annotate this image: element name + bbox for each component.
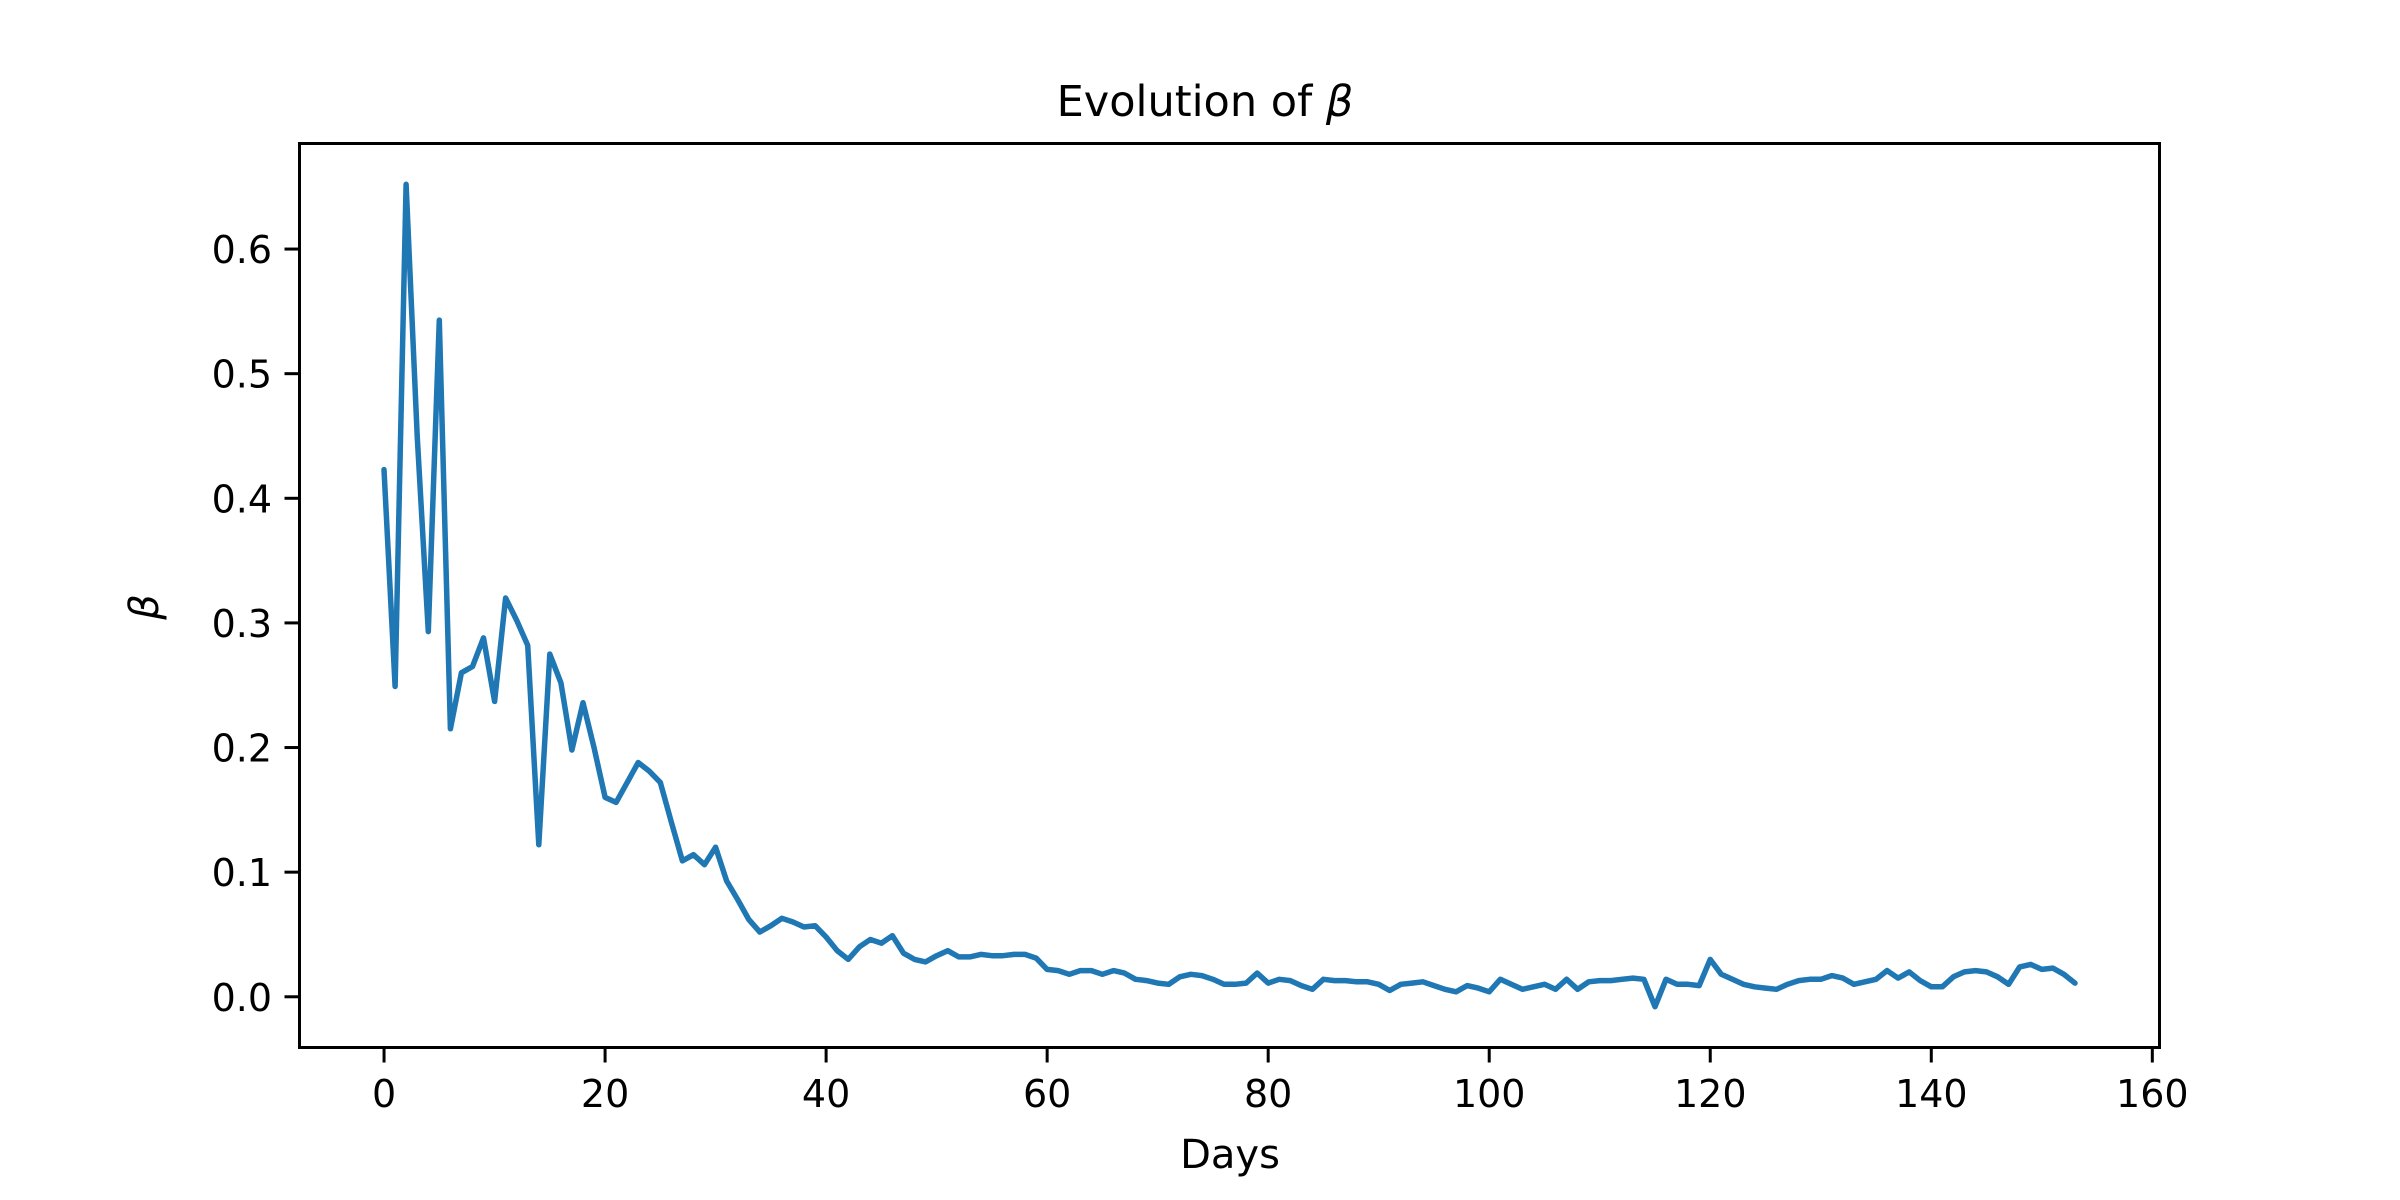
x-tick-label: 140 — [1895, 1072, 1968, 1116]
chart-title-symbol: β — [1325, 77, 1353, 127]
x-tick-label: 20 — [581, 1072, 629, 1116]
y-tick-label: 0.4 — [212, 477, 272, 521]
y-axis-label: β — [122, 594, 168, 621]
x-tick-label: 120 — [1674, 1072, 1747, 1116]
x-axis-label: Days — [1180, 1132, 1280, 1178]
x-tick-label: 40 — [802, 1072, 850, 1116]
x-tick-label: 100 — [1453, 1072, 1526, 1116]
y-tick-label: 0.5 — [212, 353, 272, 397]
chart-title: Evolution of β — [1057, 77, 1354, 127]
y-tick-label: 0.2 — [212, 727, 272, 771]
axes-frame — [298, 142, 2161, 1049]
y-tick-label: 0.0 — [212, 976, 272, 1020]
x-tick-label: 80 — [1244, 1072, 1292, 1116]
y-tick-label: 0.6 — [212, 228, 272, 272]
y-tick-label: 0.1 — [212, 851, 272, 895]
x-tick-label: 60 — [1023, 1072, 1071, 1116]
beta-series-line — [381, 181, 2078, 1010]
x-tick-label: 0 — [372, 1072, 396, 1116]
chart-title-prefix: Evolution of — [1057, 77, 1326, 127]
y-tick-label: 0.3 — [212, 602, 272, 646]
x-tick-label: 160 — [2116, 1072, 2189, 1116]
